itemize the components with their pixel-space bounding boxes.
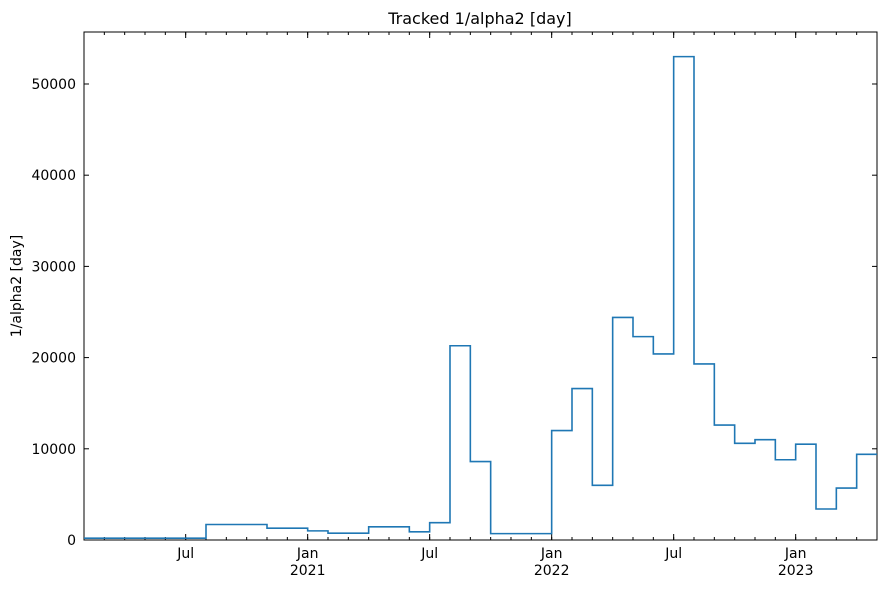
x-tick-label: Jul — [420, 546, 438, 562]
x-tick-label: Jan 2023 — [778, 546, 814, 579]
y-tick-label: 40000 — [31, 168, 76, 184]
y-tick-label: 0 — [67, 533, 76, 549]
chart-title: Tracked 1/alpha2 [day] — [387, 9, 571, 28]
y-tick-label: 30000 — [31, 259, 76, 275]
y-axis-label: 1/alpha2 [day] — [9, 235, 25, 337]
y-tick-label: 20000 — [31, 351, 76, 367]
x-tick-label: Jan 2021 — [290, 546, 326, 579]
y-tick-label: 50000 — [31, 77, 76, 93]
x-tick-label: Jul — [176, 546, 194, 562]
x-tick-label: Jan 2022 — [534, 546, 570, 579]
y-tick-label: 10000 — [31, 442, 76, 458]
plot-frame — [83, 31, 878, 541]
x-tick-label: Jul — [664, 546, 682, 562]
data-line — [84, 55, 877, 539]
